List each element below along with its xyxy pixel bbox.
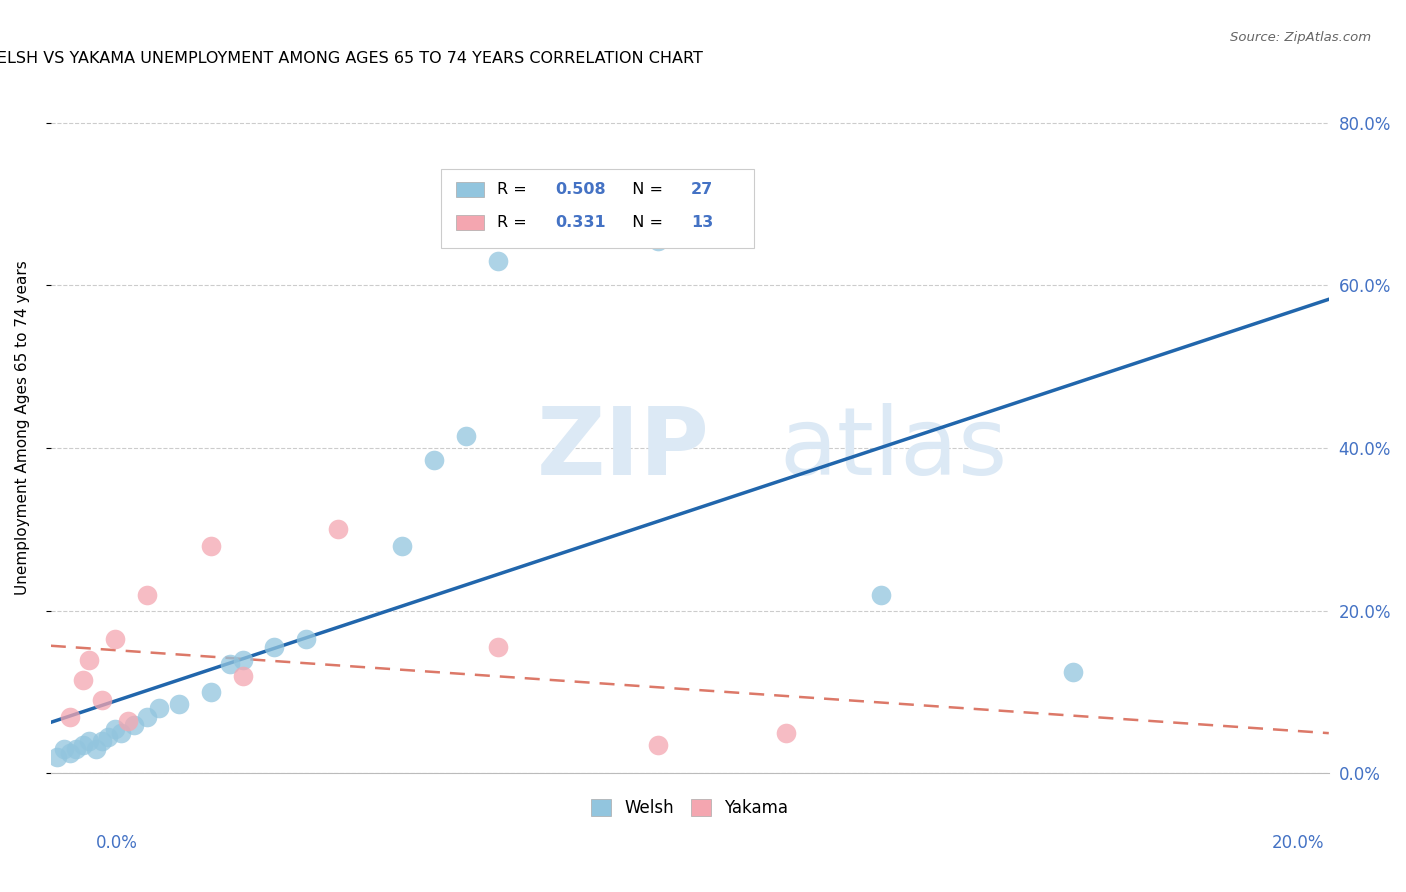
Text: 13: 13: [692, 215, 713, 230]
Text: atlas: atlas: [779, 402, 1008, 494]
Point: [167, 698, 190, 712]
Point: [59, 709, 82, 723]
Point: [328, 523, 350, 537]
Point: [84, 742, 107, 756]
Point: [122, 717, 145, 731]
Point: [104, 632, 127, 647]
Text: 0.331: 0.331: [555, 215, 606, 230]
Text: ZIP: ZIP: [537, 402, 710, 494]
Point: [231, 652, 253, 666]
Point: [91, 693, 114, 707]
Point: [775, 725, 797, 739]
Point: [110, 725, 132, 739]
Point: [200, 685, 222, 699]
Point: [91, 734, 114, 748]
Point: [148, 701, 170, 715]
Point: [104, 722, 127, 736]
Point: [200, 539, 222, 553]
Point: [295, 632, 318, 647]
Point: [870, 587, 893, 601]
Point: [77, 734, 100, 748]
Point: [263, 640, 285, 655]
Point: [135, 709, 157, 723]
Text: R =: R =: [496, 182, 531, 197]
Point: [117, 714, 139, 728]
Point: [231, 669, 253, 683]
FancyBboxPatch shape: [440, 169, 754, 248]
Text: N =: N =: [621, 215, 668, 230]
Text: R =: R =: [496, 215, 531, 230]
Point: [97, 730, 120, 744]
Point: [135, 587, 157, 601]
Text: WELSH VS YAKAMA UNEMPLOYMENT AMONG AGES 65 TO 74 YEARS CORRELATION CHART: WELSH VS YAKAMA UNEMPLOYMENT AMONG AGES …: [0, 51, 703, 66]
FancyBboxPatch shape: [456, 182, 484, 197]
Text: 27: 27: [692, 182, 713, 197]
Point: [486, 640, 509, 655]
Point: [486, 254, 509, 268]
Point: [647, 234, 669, 248]
Text: 0.508: 0.508: [555, 182, 606, 197]
Text: Source: ZipAtlas.com: Source: ZipAtlas.com: [1230, 31, 1371, 45]
Point: [391, 539, 413, 553]
Point: [52, 742, 75, 756]
Point: [77, 652, 100, 666]
Legend: Welsh, Yakama: Welsh, Yakama: [585, 792, 794, 824]
Y-axis label: Unemployment Among Ages 65 to 74 years: Unemployment Among Ages 65 to 74 years: [15, 260, 30, 595]
Point: [456, 429, 478, 443]
Point: [46, 750, 69, 764]
Point: [1062, 665, 1084, 679]
FancyBboxPatch shape: [456, 215, 484, 230]
Point: [423, 453, 446, 467]
Point: [72, 738, 94, 752]
Point: [65, 742, 87, 756]
Point: [218, 657, 240, 671]
Point: [72, 673, 94, 687]
Point: [647, 738, 669, 752]
Text: 0.0%: 0.0%: [96, 834, 138, 852]
Text: 20.0%: 20.0%: [1272, 834, 1324, 852]
Point: [59, 746, 82, 760]
Text: N =: N =: [621, 182, 668, 197]
